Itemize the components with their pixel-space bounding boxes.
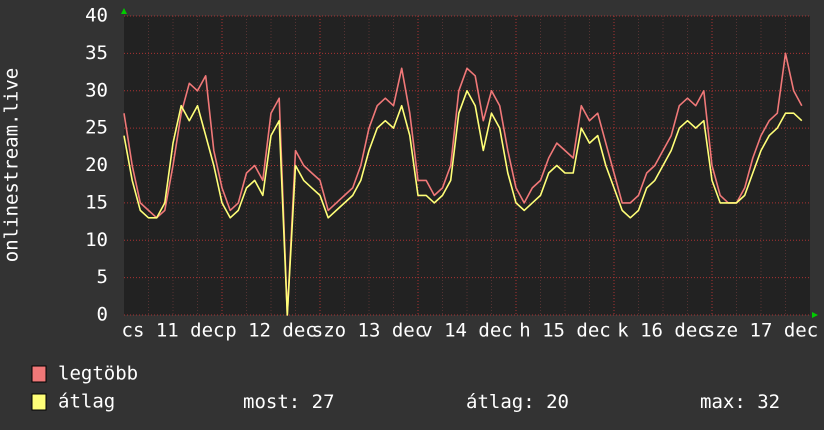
x-tick-label: v 14 dec	[421, 320, 513, 342]
y-tick-label: 10	[85, 229, 108, 251]
axis-arrow	[812, 312, 818, 318]
legend-stat: max: 32	[700, 391, 780, 413]
y-tick-label: 35	[85, 42, 108, 64]
x-tick-label: cs 11 dec	[122, 320, 225, 342]
x-tick-label: p 12 dec	[225, 320, 317, 342]
y-tick-label: 30	[85, 79, 108, 101]
legend-stat-value: 27	[312, 391, 335, 413]
legend-stat-label: max:	[700, 391, 746, 413]
y-tick-label: 0	[97, 304, 108, 326]
legend-label: átlag	[58, 391, 115, 413]
y-tick-label: 40	[85, 5, 108, 27]
y-tick-label: 15	[85, 191, 108, 213]
y-tick-label: 5	[97, 266, 108, 288]
x-tick-label: h 15 dec	[519, 320, 611, 342]
series-line	[123, 90, 803, 316]
legend-label: legtöbb	[58, 363, 138, 385]
legend-stat-label: most:	[243, 391, 300, 413]
series-line	[123, 52, 803, 316]
y-tick-label: 25	[85, 117, 108, 139]
legend-stat: most: 27	[243, 391, 335, 413]
y-tick-label: 20	[85, 154, 108, 176]
axis-arrow	[121, 8, 127, 14]
legend-stat-value: 20	[546, 391, 569, 413]
legend-stat-value: 32	[757, 391, 780, 413]
x-tick-label: k 16 dec	[617, 320, 709, 342]
y-axis-label: onlinestream.live	[1, 68, 23, 262]
x-tick-label: szo 13 dec	[312, 320, 426, 342]
x-tick-label: sze 17 dec	[704, 320, 818, 342]
legend-swatch	[31, 393, 47, 411]
legend-stat-label: átlag:	[466, 391, 535, 413]
legend-swatch	[31, 365, 47, 383]
legend-stat: átlag: 20	[466, 391, 569, 413]
